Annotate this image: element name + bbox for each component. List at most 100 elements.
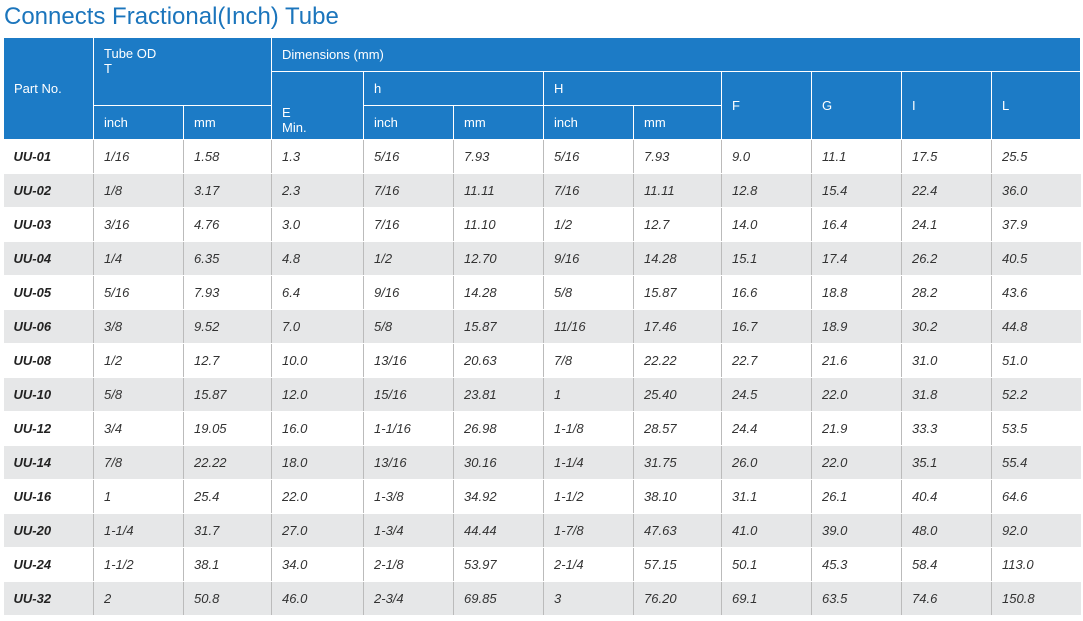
cell: 1-1/4: [543, 445, 634, 480]
cell: 15.1: [721, 241, 812, 276]
cell: 1-3/8: [363, 479, 454, 514]
cell: 22.7: [721, 343, 812, 378]
part-number: UU-03: [3, 207, 94, 242]
cell: 4.76: [182, 207, 272, 242]
cell: 26.1: [811, 479, 902, 514]
header-cell: h: [363, 71, 545, 106]
cell: 24.1: [901, 207, 992, 242]
header-cell: Part No.: [3, 37, 94, 140]
cell: 50.1: [721, 547, 812, 582]
part-number: UU-06: [3, 309, 94, 344]
cell: 48.0: [901, 513, 992, 548]
header-text: E: [282, 105, 291, 120]
header-cell: L: [991, 71, 1082, 140]
cell: 22.0: [271, 479, 364, 514]
unit-cell: mm: [633, 105, 723, 140]
cell: 51.0: [991, 343, 1081, 378]
table-row: UU-08 1/2 12.7 10.0 13/16 20.63 7/8 22.22 22.7 21…: [3, 343, 1081, 378]
cell: 58.4: [901, 547, 992, 582]
cell: 21.9: [811, 411, 902, 446]
table-row: UU-04 1/4 6.35 4.8 1/2 12.70 9/16 14.28 15.1 17.4…: [3, 241, 1081, 276]
cell: 1/4: [93, 241, 184, 276]
cell: 15.4: [811, 173, 902, 208]
cell: 7/16: [363, 173, 454, 208]
header-text: h: [374, 81, 382, 96]
cell: 37.9: [991, 207, 1081, 242]
part-number: UU-12: [3, 411, 94, 446]
cell: 7.0: [271, 309, 364, 344]
cell: 9/16: [543, 241, 634, 276]
table-row: UU-12 3/4 19.05 16.0 1-1/16 26.98 1-1/8 28.57 24…: [3, 411, 1081, 446]
table-title: Connects Fractional(Inch) Tube: [4, 3, 339, 30]
cell: 23.81: [453, 377, 544, 412]
cell: 55.4: [991, 445, 1081, 480]
cell: 5/16: [543, 139, 634, 174]
cell: 3.17: [182, 173, 272, 208]
cell: 11/16: [543, 309, 634, 344]
header-text: H: [554, 81, 564, 96]
cell: 150.8: [991, 581, 1081, 616]
cell: 74.6: [901, 581, 992, 616]
unit-cell: mm: [453, 105, 545, 140]
header-cell: E Min.: [271, 71, 365, 140]
cell: 22.4: [901, 173, 992, 208]
unit-cell: mm: [182, 105, 273, 140]
cell: 36.0: [991, 173, 1081, 208]
cell: 17.4: [811, 241, 902, 276]
cell: 24.5: [721, 377, 812, 412]
cell: 10.0: [271, 343, 364, 378]
header-text: L: [1002, 98, 1010, 113]
cell: 1-3/4: [363, 513, 454, 548]
cell: 40.5: [991, 241, 1081, 276]
cell: 14.28: [453, 275, 544, 310]
cell: 31.7: [182, 513, 272, 548]
unit-cell: inch: [363, 105, 455, 140]
cell: 28.57: [633, 411, 722, 446]
cell: 12.0: [271, 377, 364, 412]
cell: 3/16: [93, 207, 184, 242]
cell: 1-1/2: [543, 479, 634, 514]
cell: 1.58: [182, 139, 272, 174]
header-text: Min.: [282, 120, 307, 135]
part-number: UU-04: [3, 241, 94, 276]
cell: 9.0: [721, 139, 812, 174]
cell: 16.0: [271, 411, 364, 446]
table-row: UU-20 1-1/4 31.7 27.0 1-3/4 44.44 1-7/8 47.63 41…: [3, 513, 1081, 548]
cell: 7/16: [543, 173, 634, 208]
cell: 26.0: [721, 445, 812, 480]
cell: 31.8: [901, 377, 992, 412]
header-text: I: [912, 98, 916, 113]
cell: 46.0: [271, 581, 364, 616]
cell: 11.11: [453, 173, 544, 208]
cell: 38.1: [182, 547, 272, 582]
cell: 12.70: [453, 241, 544, 276]
cell: 5/8: [543, 275, 634, 310]
cell: 40.4: [901, 479, 992, 514]
cell: 1: [543, 377, 634, 412]
cell: 13/16: [363, 445, 454, 480]
cell: 26.98: [453, 411, 544, 446]
cell: 7.93: [453, 139, 544, 174]
cell: 15.87: [453, 309, 544, 344]
cell: 1-1/2: [93, 547, 184, 582]
cell: 6.4: [271, 275, 364, 310]
header-text: F: [732, 98, 740, 113]
cell: 1: [93, 479, 184, 514]
table-row: UU-06 3/8 9.52 7.0 5/8 15.87 11/16 17.46 16.7 18.…: [3, 309, 1081, 344]
cell: 25.4: [182, 479, 272, 514]
unit-cell: inch: [543, 105, 635, 140]
part-number: UU-10: [3, 377, 94, 412]
header-cell: Tube OD T: [92, 37, 273, 106]
cell: 2-1/8: [363, 547, 454, 582]
cell: 76.20: [633, 581, 722, 616]
cell: 1/2: [363, 241, 454, 276]
cell: 34.0: [271, 547, 364, 582]
cell: 2-1/4: [543, 547, 634, 582]
cell: 64.6: [991, 479, 1081, 514]
cell: 17.5: [901, 139, 992, 174]
cell: 22.22: [633, 343, 722, 378]
cell: 39.0: [811, 513, 902, 548]
cell: 4.8: [271, 241, 364, 276]
cell: 16.4: [811, 207, 902, 242]
